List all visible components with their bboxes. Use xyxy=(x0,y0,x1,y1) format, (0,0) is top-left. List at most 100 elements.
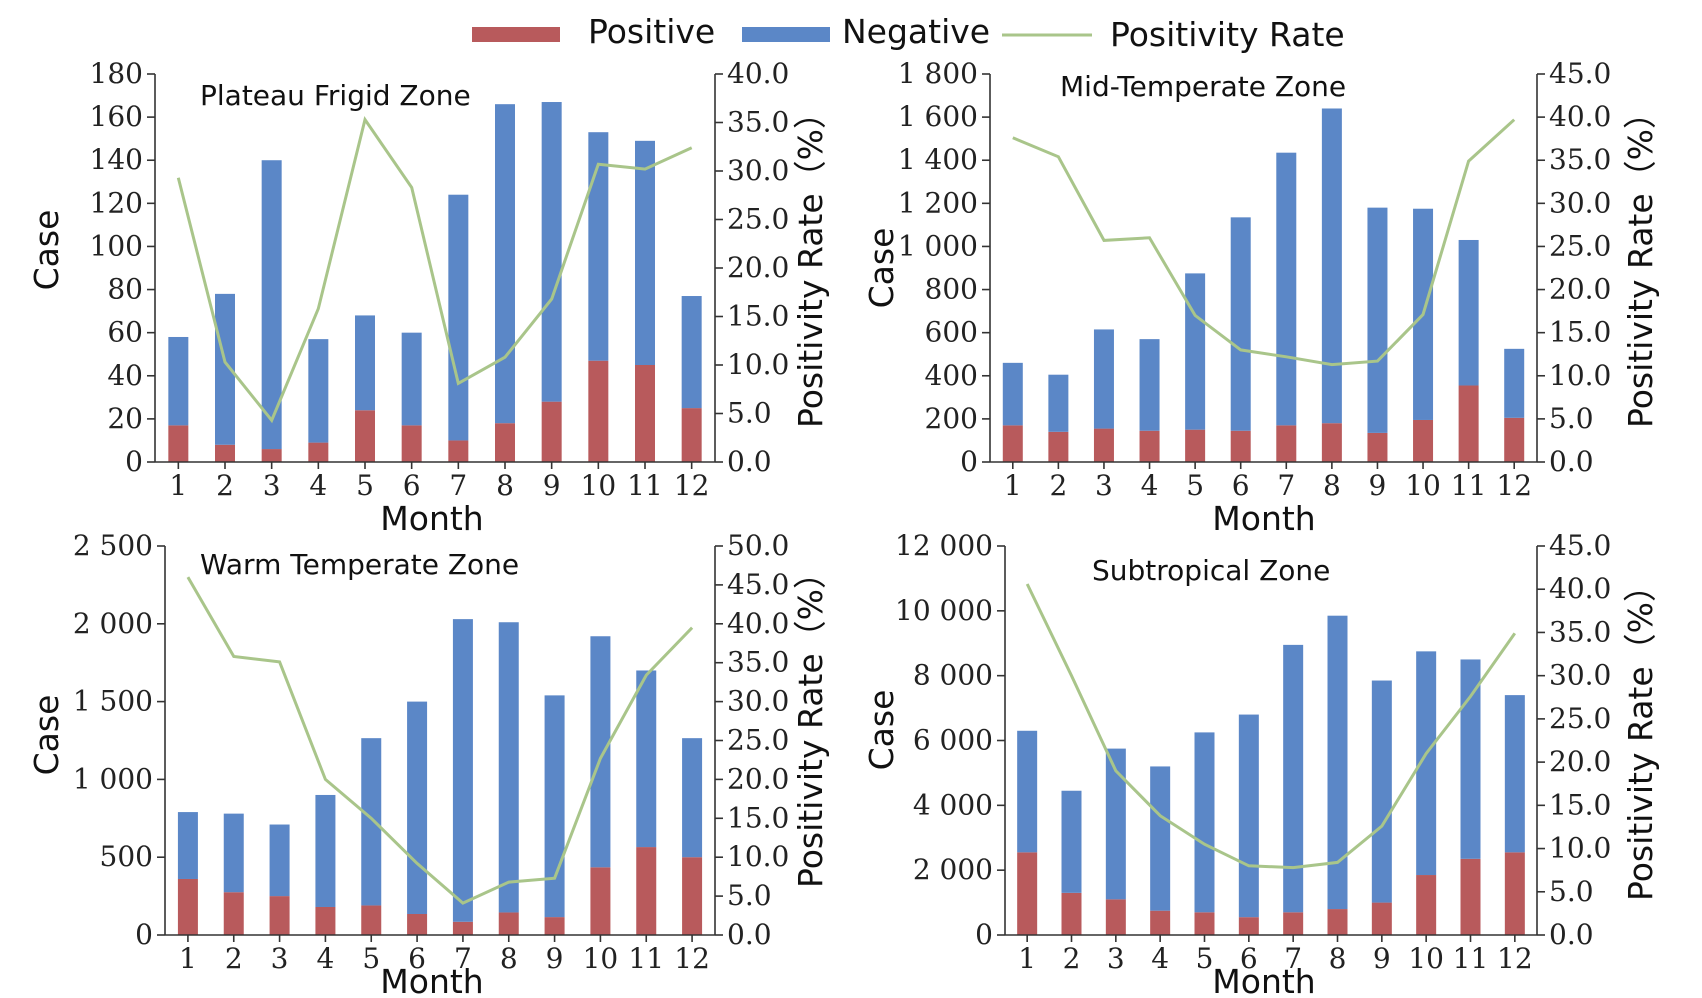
x-tick-label: 6 xyxy=(403,469,421,502)
bar-negative-month-3 xyxy=(261,160,282,450)
y2-tick-label: 15.0 xyxy=(727,801,789,834)
y2-tick-label: 0.0 xyxy=(727,445,772,478)
x-tick-label: 1 xyxy=(179,942,197,975)
bar-negative-month-6 xyxy=(1230,217,1251,431)
bar-negative-month-5 xyxy=(1194,732,1215,913)
bar-negative-month-6 xyxy=(401,332,422,426)
y-tick-label: 4 000 xyxy=(913,788,993,821)
bar-positive-month-10 xyxy=(1413,419,1434,462)
x-tick-label: 4 xyxy=(317,942,335,975)
legend-negative-swatch xyxy=(742,27,830,42)
y2-tick-label: 10.0 xyxy=(1549,832,1611,865)
panel-warm-temperate: 0 500 1 000 1 500 2 000 2 500 0.0 5.0 10.0 15.0 20… xyxy=(27,529,830,998)
y2-tick-label: 15.0 xyxy=(727,300,789,333)
y-tick-label: 8 000 xyxy=(913,659,993,692)
bar-negative-month-4 xyxy=(315,794,336,907)
y2-tick-label: 40.0 xyxy=(1549,572,1611,605)
x-tick-label: 8 xyxy=(1329,942,1347,975)
x-tick-label: 4 xyxy=(1141,469,1159,502)
x-tick-label: 10 xyxy=(1408,942,1444,975)
x-tick-label: 6 xyxy=(1240,942,1258,975)
y-axis-label: Case xyxy=(862,228,901,309)
x-tick-label: 2 xyxy=(216,469,234,502)
bar-negative-month-7 xyxy=(452,619,473,922)
bar-positive-month-6 xyxy=(1238,917,1259,935)
y-tick-label: 12 000 xyxy=(895,529,993,562)
y2-tick-label: 30.0 xyxy=(727,685,789,718)
bar-positive-month-4 xyxy=(1150,910,1171,935)
bar-negative-month-2 xyxy=(1048,374,1069,432)
bar-negative-month-8 xyxy=(495,104,515,424)
x-tick-label: 4 xyxy=(1151,942,1169,975)
y-tick-label: 20 xyxy=(107,402,143,435)
x-tick-label: 12 xyxy=(674,942,710,975)
bar-positive-month-1 xyxy=(168,425,189,462)
x-tick-label: 7 xyxy=(449,469,467,502)
x-tick-label: 3 xyxy=(1107,942,1125,975)
y-tick-label: 1 800 xyxy=(898,57,978,90)
bar-positive-month-10 xyxy=(588,360,609,462)
bar-positive-month-6 xyxy=(407,913,428,935)
y2-tick-label: 5.0 xyxy=(1549,875,1594,908)
y-tick-label: 0 xyxy=(125,445,143,478)
bar-negative-month-6 xyxy=(407,701,428,914)
x-tick-label: 6 xyxy=(408,942,426,975)
y-tick-label: 800 xyxy=(925,273,978,306)
y-tick-label: 2 500 xyxy=(73,529,153,562)
y-axis-label: Case xyxy=(27,210,66,291)
bar-positive-month-12 xyxy=(1504,852,1525,935)
y-tick-label: 0 xyxy=(135,918,153,951)
x-tick-label: 9 xyxy=(1373,942,1391,975)
bar-negative-month-3 xyxy=(1105,748,1126,900)
x-tick-label: 8 xyxy=(1323,469,1341,502)
bar-negative-month-2 xyxy=(1061,790,1082,893)
y-tick-label: 100 xyxy=(90,229,143,262)
bars-layer xyxy=(168,102,702,462)
bar-negative-month-7 xyxy=(448,194,469,441)
x-tick-label: 3 xyxy=(263,469,281,502)
bar-positive-month-1 xyxy=(1017,852,1038,935)
panel-subtropical: 0 2 000 4 000 6 000 8 000 10 000 12 000 0.0 5.0 1… xyxy=(862,529,1660,998)
y-tick-label: 2 000 xyxy=(913,853,993,886)
bar-positive-month-8 xyxy=(1321,423,1342,462)
y-tick-label: 0 xyxy=(975,918,993,951)
legend: Positive Negative Positivity Rate xyxy=(472,12,1345,54)
x-tick-label: 1 xyxy=(1004,469,1022,502)
y2-axis-label: Positivity Rate（%） xyxy=(1621,96,1660,428)
bar-positive-month-10 xyxy=(590,867,611,935)
y2-tick-label: 25.0 xyxy=(1549,229,1611,262)
y2-tick-label: 15.0 xyxy=(1549,788,1611,821)
bar-negative-month-5 xyxy=(355,315,375,411)
y-tick-label: 500 xyxy=(100,840,153,873)
bar-negative-month-8 xyxy=(1327,615,1348,910)
y-tick-label: 2 000 xyxy=(73,607,153,640)
bar-negative-month-9 xyxy=(1367,207,1388,433)
bar-negative-month-8 xyxy=(1321,108,1342,424)
bars-layer xyxy=(1017,615,1525,935)
y2-tick-label: 35.0 xyxy=(1549,615,1611,648)
bar-positive-month-5 xyxy=(361,905,382,935)
bar-positive-month-2 xyxy=(1048,431,1069,462)
x-tick-label: 5 xyxy=(362,942,380,975)
bar-negative-month-6 xyxy=(1238,714,1259,918)
x-axis-label: Month xyxy=(380,499,483,538)
x-tick-label: 7 xyxy=(454,942,472,975)
bar-negative-month-5 xyxy=(1185,273,1206,430)
y2-tick-label: 35.0 xyxy=(727,646,789,679)
y2-axis-label: Positivity Rate（%） xyxy=(791,556,830,888)
y-tick-label: 120 xyxy=(90,186,143,219)
bar-negative-month-11 xyxy=(1460,659,1481,859)
bar-negative-month-11 xyxy=(635,140,655,365)
bar-positive-month-3 xyxy=(1105,899,1126,935)
x-tick-label: 8 xyxy=(500,942,518,975)
x-tick-label: 1 xyxy=(1018,942,1036,975)
bar-negative-month-1 xyxy=(1017,730,1038,853)
y-axis-label: Case xyxy=(27,695,66,776)
y-tick-label: 10 000 xyxy=(895,594,993,627)
y2-tick-label: 25.0 xyxy=(727,203,789,236)
y-tick-label: 1 000 xyxy=(898,229,978,262)
y2-tick-label: 45.0 xyxy=(1549,529,1611,562)
y2-axis-label: Positivity Rate（%） xyxy=(1621,569,1660,901)
y2-tick-label: 10.0 xyxy=(727,840,789,873)
